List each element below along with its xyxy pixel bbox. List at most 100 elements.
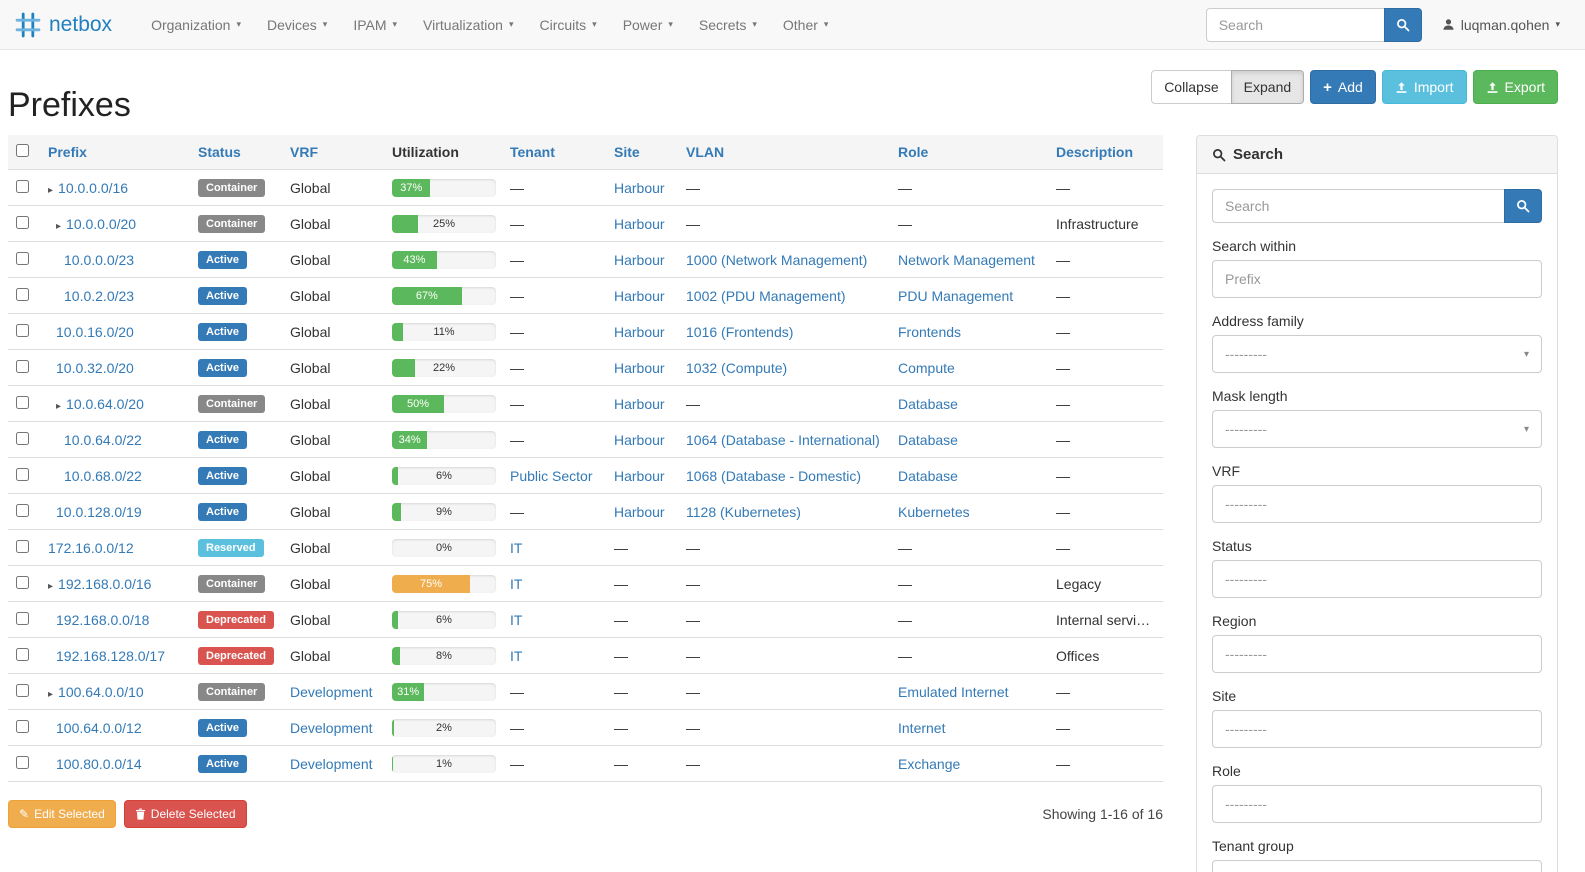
vlan-link[interactable]: 1064 (Database - International) (686, 431, 880, 448)
export-button[interactable]: Export (1472, 70, 1558, 104)
tenant-link[interactable]: IT (510, 611, 523, 628)
role-link[interactable]: Database (898, 467, 958, 484)
role-link[interactable]: Kubernetes (898, 503, 970, 520)
role-link[interactable]: Emulated Internet (898, 683, 1009, 700)
prefix-link[interactable]: 10.0.0.0/16 (58, 179, 129, 196)
site-link[interactable]: Harbour (614, 359, 665, 376)
column-sort-description[interactable]: Description (1056, 144, 1134, 160)
site-link[interactable]: Harbour (614, 503, 665, 520)
tenant-group-input[interactable] (1212, 860, 1542, 872)
site-input[interactable] (1212, 710, 1542, 748)
role-link[interactable]: Frontends (898, 323, 962, 340)
row-checkbox[interactable] (16, 395, 29, 409)
expand-children-icon[interactable]: ▸ (48, 184, 54, 196)
row-checkbox[interactable] (16, 467, 29, 481)
row-checkbox[interactable] (16, 179, 29, 193)
site-link[interactable]: Harbour (614, 287, 665, 304)
vlan-link[interactable]: 1000 (Network Management) (686, 251, 868, 268)
prefix-link[interactable]: 10.0.64.0/22 (64, 431, 142, 448)
prefix-link[interactable]: 10.0.32.0/20 (56, 359, 134, 376)
nav-menu-circuits[interactable]: Circuits ▾ (526, 0, 609, 49)
vrf-input[interactable] (1212, 485, 1542, 523)
nav-menu-devices[interactable]: Devices ▾ (254, 0, 340, 49)
add-button[interactable]: + Add (1310, 70, 1376, 104)
prefix-link[interactable]: 10.0.68.0/22 (64, 467, 142, 484)
filter-search-input[interactable] (1212, 189, 1504, 223)
site-link[interactable]: Harbour (614, 431, 665, 448)
vlan-link[interactable]: 1002 (PDU Management) (686, 287, 846, 304)
role-link[interactable]: Compute (898, 359, 955, 376)
row-checkbox[interactable] (16, 683, 29, 697)
tenant-link[interactable]: IT (510, 647, 523, 664)
user-menu[interactable]: luqman.qohen ▾ (1442, 17, 1560, 33)
nav-menu-other[interactable]: Other ▾ (770, 0, 842, 49)
site-link[interactable]: Harbour (614, 179, 665, 196)
expand-children-icon[interactable]: ▸ (48, 688, 54, 700)
role-link[interactable]: Exchange (898, 755, 961, 772)
row-checkbox[interactable] (16, 539, 29, 553)
row-checkbox[interactable] (16, 431, 29, 445)
search-within-input[interactable] (1212, 260, 1542, 298)
import-button[interactable]: Import (1381, 70, 1467, 104)
row-checkbox[interactable] (16, 503, 29, 517)
mask-length-select[interactable]: --------- ▾ (1212, 410, 1542, 448)
tenant-link[interactable]: IT (510, 539, 523, 556)
role-link[interactable]: Internet (898, 719, 946, 736)
prefix-link[interactable]: 10.0.0.0/23 (64, 251, 135, 268)
column-sort-status[interactable]: Status (198, 144, 241, 160)
nav-menu-power[interactable]: Power ▾ (610, 0, 686, 49)
row-checkbox[interactable] (16, 611, 29, 625)
filter-search-button[interactable] (1504, 189, 1542, 223)
prefix-link[interactable]: 10.0.0.0/20 (66, 215, 137, 232)
row-checkbox[interactable] (16, 251, 29, 265)
role-link[interactable]: Database (898, 431, 958, 448)
row-checkbox[interactable] (16, 647, 29, 661)
prefix-link[interactable]: 100.64.0.0/12 (56, 719, 142, 736)
column-sort-site[interactable]: Site (614, 144, 640, 160)
column-sort-vrf[interactable]: VRF (290, 144, 318, 160)
site-link[interactable]: Harbour (614, 395, 665, 412)
site-link[interactable]: Harbour (614, 467, 665, 484)
edit-selected-button[interactable]: ✎ Edit Selected (8, 800, 116, 828)
netbox-logo[interactable]: netbox (14, 11, 112, 39)
tenant-link[interactable]: Public Sector (510, 467, 593, 484)
expand-children-icon[interactable]: ▸ (56, 400, 62, 412)
row-checkbox[interactable] (16, 575, 29, 589)
vlan-link[interactable]: 1128 (Kubernetes) (686, 503, 801, 520)
prefix-link[interactable]: 100.64.0.0/10 (58, 683, 144, 700)
prefix-link[interactable]: 192.168.0.0/16 (58, 575, 152, 592)
select-all-checkbox[interactable] (16, 144, 29, 157)
vrf-link[interactable]: Development (290, 755, 373, 772)
role-link[interactable]: Network Management (898, 251, 1035, 268)
prefix-link[interactable]: 10.0.16.0/20 (56, 323, 134, 340)
collapse-button[interactable]: Collapse (1151, 70, 1232, 104)
region-input[interactable] (1212, 635, 1542, 673)
row-checkbox[interactable] (16, 359, 29, 373)
prefix-link[interactable]: 10.0.128.0/19 (56, 503, 142, 520)
vlan-link[interactable]: 1068 (Database - Domestic) (686, 467, 862, 484)
tenant-link[interactable]: IT (510, 575, 523, 592)
nav-menu-ipam[interactable]: IPAM ▾ (340, 0, 410, 49)
row-checkbox[interactable] (16, 323, 29, 337)
navbar-search-input[interactable] (1205, 7, 1384, 42)
vrf-link[interactable]: Development (290, 683, 373, 700)
row-checkbox[interactable] (16, 287, 29, 301)
prefix-link[interactable]: 100.80.0.0/14 (56, 755, 142, 772)
address-family-select[interactable]: --------- ▾ (1212, 335, 1542, 373)
expand-button[interactable]: Expand (1230, 70, 1305, 104)
prefix-link[interactable]: 10.0.2.0/23 (64, 287, 135, 304)
prefix-link[interactable]: 192.168.0.0/18 (56, 611, 150, 628)
column-sort-prefix[interactable]: Prefix (48, 144, 87, 160)
expand-children-icon[interactable]: ▸ (48, 580, 54, 592)
column-sort-role[interactable]: Role (898, 144, 929, 160)
vrf-link[interactable]: Development (290, 719, 373, 736)
vlan-link[interactable]: 1032 (Compute) (686, 359, 788, 376)
row-checkbox[interactable] (16, 215, 29, 229)
prefix-link[interactable]: 192.168.128.0/17 (56, 647, 165, 664)
navbar-search-button[interactable] (1383, 7, 1422, 42)
expand-children-icon[interactable]: ▸ (56, 220, 62, 232)
site-link[interactable]: Harbour (614, 215, 665, 232)
prefix-link[interactable]: 10.0.64.0/20 (66, 395, 144, 412)
row-checkbox[interactable] (16, 719, 29, 733)
column-sort-vlan[interactable]: VLAN (686, 144, 725, 160)
